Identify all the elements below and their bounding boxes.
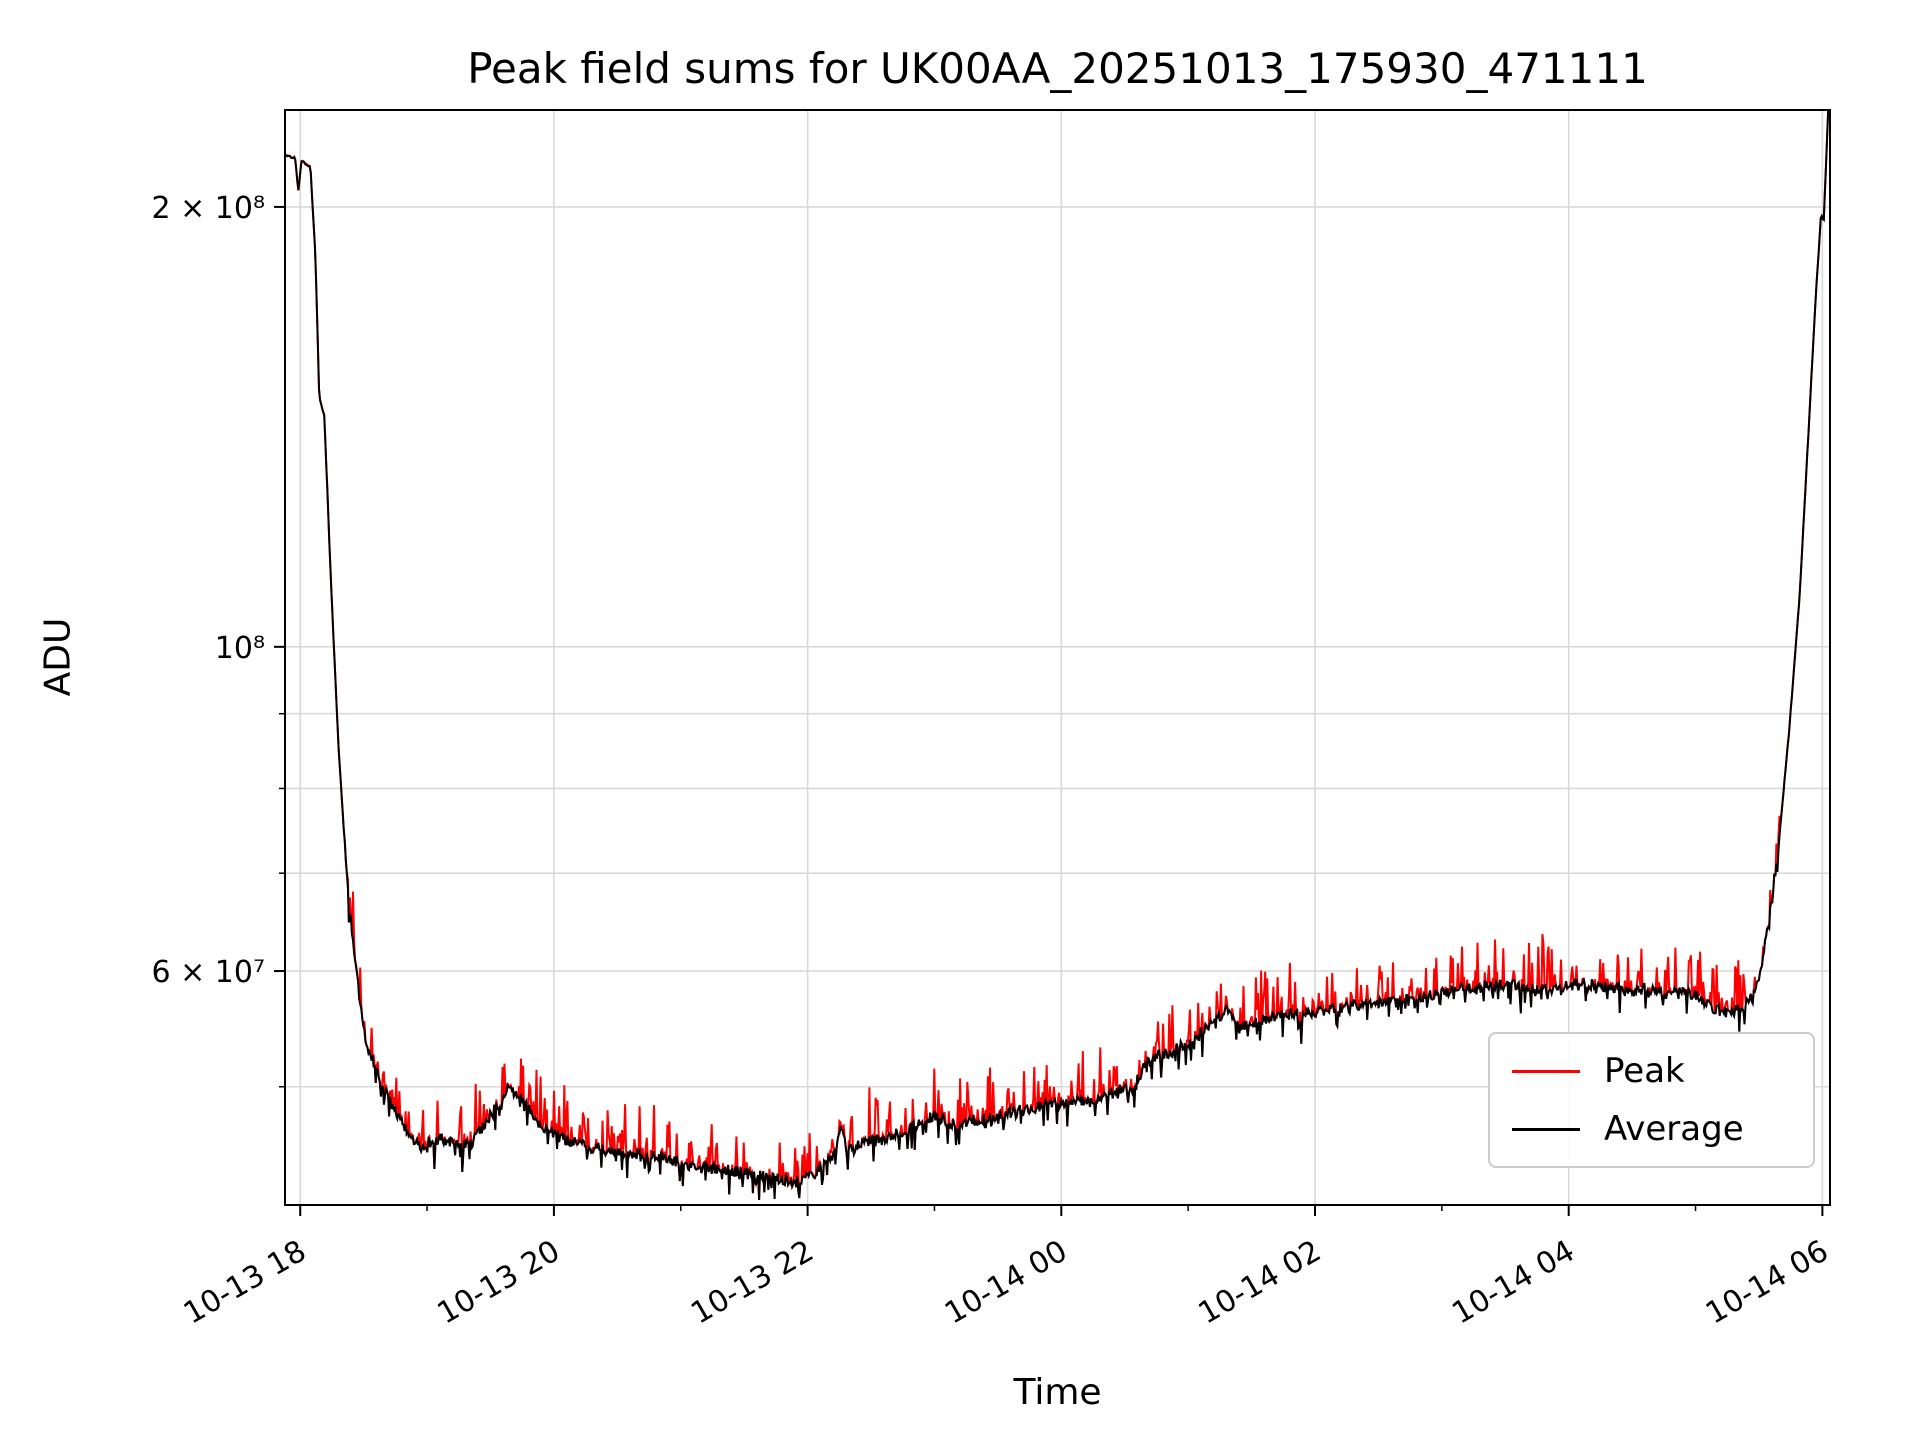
average-line (285, 110, 1830, 1201)
legend: Peak Average (1488, 1032, 1815, 1168)
x-tick-label: 10-13 22 (685, 1234, 819, 1332)
peak-line (285, 110, 1830, 1201)
y-tick-label: 10⁸ (215, 631, 265, 666)
series-group (285, 110, 1830, 1201)
x-tick-label: 10-14 00 (939, 1234, 1073, 1332)
x-tick-label: 10-14 04 (1446, 1234, 1580, 1332)
x-tick-label: 10-13 18 (178, 1234, 312, 1332)
legend-line-peak-icon (1512, 1069, 1580, 1073)
plot-spines (284, 109, 1831, 1206)
legend-item-average: Average (1512, 1112, 1791, 1146)
chart-title: Peak field sums for UK00AA_20251013_1759… (467, 44, 1648, 93)
x-tick-label: 10-14 02 (1193, 1234, 1327, 1332)
legend-label-average: Average (1604, 1109, 1744, 1149)
x-axis-label: Time (1013, 1372, 1102, 1413)
y-tick-label: 2 × 10⁸ (152, 191, 266, 226)
legend-item-peak: Peak (1512, 1054, 1791, 1088)
x-tick-label: 10-13 20 (432, 1234, 566, 1332)
y-tick-label: 6 × 10⁷ (152, 955, 266, 990)
gridlines (285, 110, 1830, 1205)
x-tick-label: 10-14 06 (1700, 1234, 1834, 1332)
legend-line-average-icon (1512, 1127, 1580, 1131)
legend-label-peak: Peak (1604, 1051, 1685, 1091)
